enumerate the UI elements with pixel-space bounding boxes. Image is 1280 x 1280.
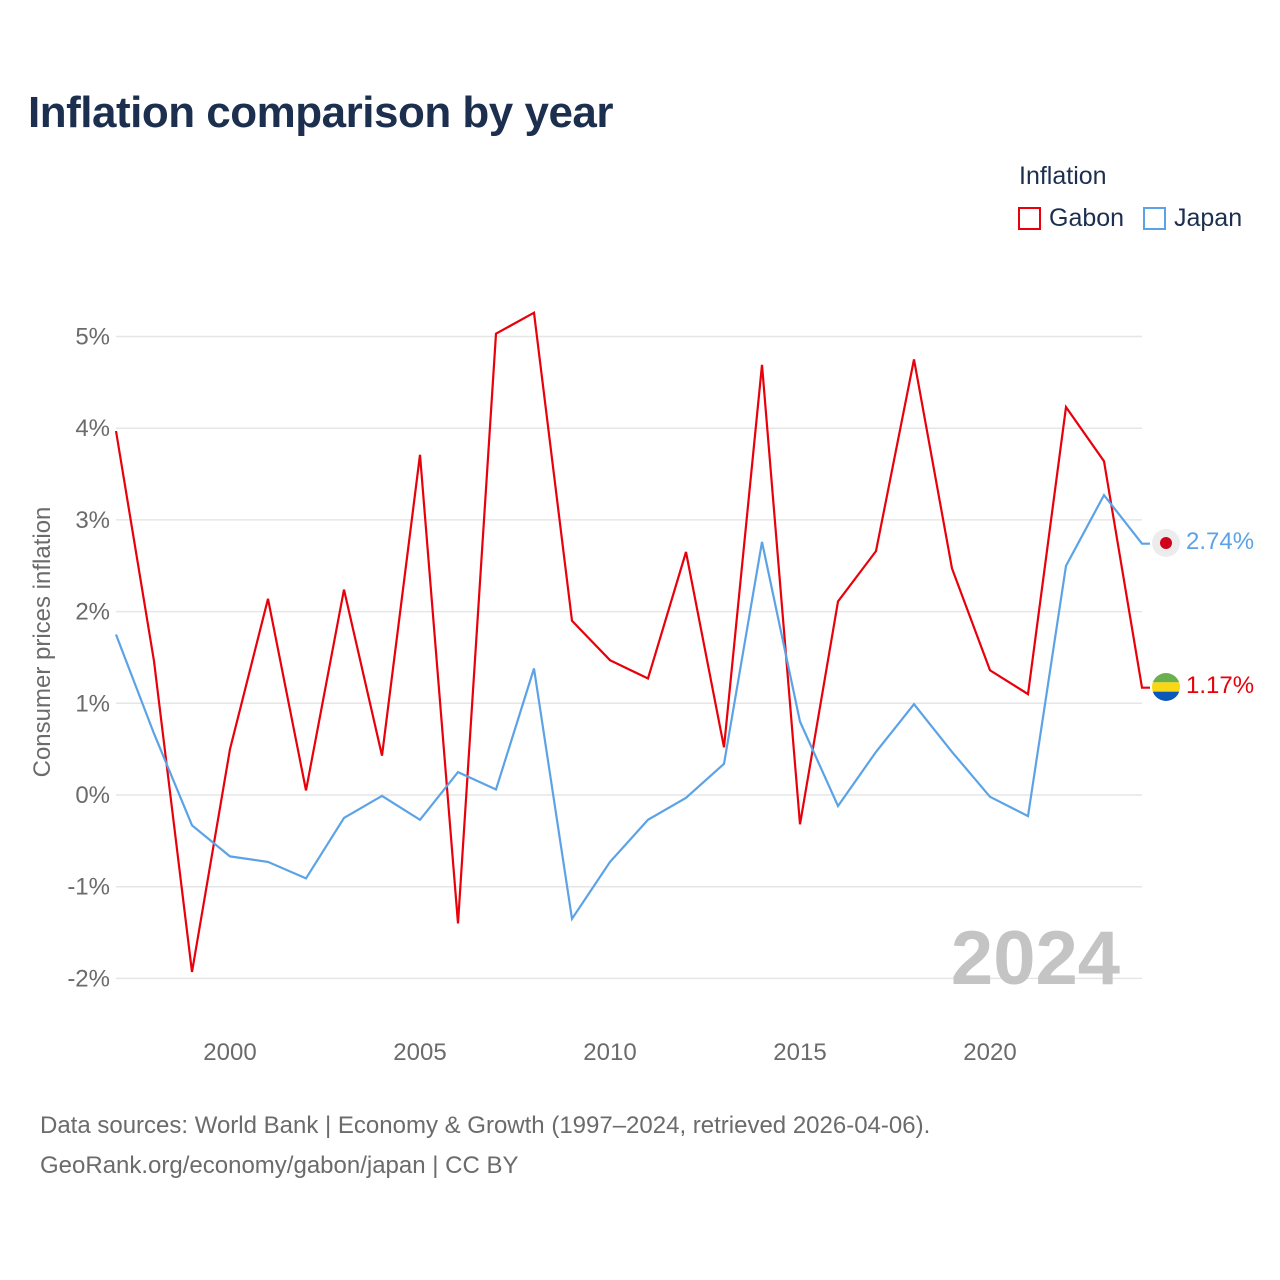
legend-item-gabon[interactable]: Gabon — [1018, 204, 1124, 233]
y-tick-label: -1% — [67, 874, 110, 901]
x-tick-label: 2015 — [773, 1039, 826, 1066]
y-tick-label: 4% — [75, 415, 110, 442]
legend-label-gabon: Gabon — [1049, 204, 1125, 232]
series-line-gabon[interactable] — [114, 310, 1150, 973]
y-axis-label: Consumer prices inflation — [29, 507, 56, 778]
legend-swatch-japan — [1143, 207, 1166, 230]
gridlines — [116, 335, 1142, 980]
legend-item-japan[interactable]: Japan — [1143, 204, 1242, 233]
x-tick-label: 2000 — [203, 1039, 256, 1066]
japan-flag-icon — [1152, 529, 1180, 557]
y-tick-label: 2% — [75, 599, 110, 626]
x-tick-label: 2020 — [963, 1039, 1016, 1066]
y-tick-labels: -2% -1% 0% 1% 2% 3% 4% 5% — [67, 324, 110, 993]
data-source-note: Data sources: World Bank | Economy & Gro… — [40, 1106, 930, 1186]
legend-title: Inflation — [1019, 162, 1107, 190]
y-tick-label: 0% — [75, 782, 110, 809]
legend-swatch-gabon — [1018, 207, 1041, 230]
series-lines — [114, 310, 1150, 973]
legend-label-japan: Japan — [1174, 204, 1243, 232]
chart-title: Inflation comparison by year — [28, 88, 614, 137]
y-tick-label: -2% — [67, 965, 110, 992]
x-tick-label: 2010 — [583, 1039, 636, 1066]
y-tick-label: 1% — [75, 690, 110, 717]
gabon-flag-icon — [1152, 673, 1180, 701]
source-line-2[interactable]: GeoRank.org/economy/gabon/japan | CC BY — [40, 1152, 519, 1179]
gabon-end-label: 1.17% — [1186, 672, 1254, 699]
y-tick-label: 5% — [75, 324, 110, 351]
series-line-japan[interactable] — [114, 493, 1150, 922]
x-tick-labels: 2000 2005 2010 2015 2020 — [203, 1039, 1016, 1066]
year-watermark: 2024 — [951, 916, 1120, 1001]
source-line-1: Data sources: World Bank | Economy & Gro… — [40, 1112, 931, 1139]
x-tick-label: 2005 — [393, 1039, 446, 1066]
japan-end-label: 2.74% — [1186, 528, 1254, 555]
y-tick-label: 3% — [75, 507, 110, 534]
